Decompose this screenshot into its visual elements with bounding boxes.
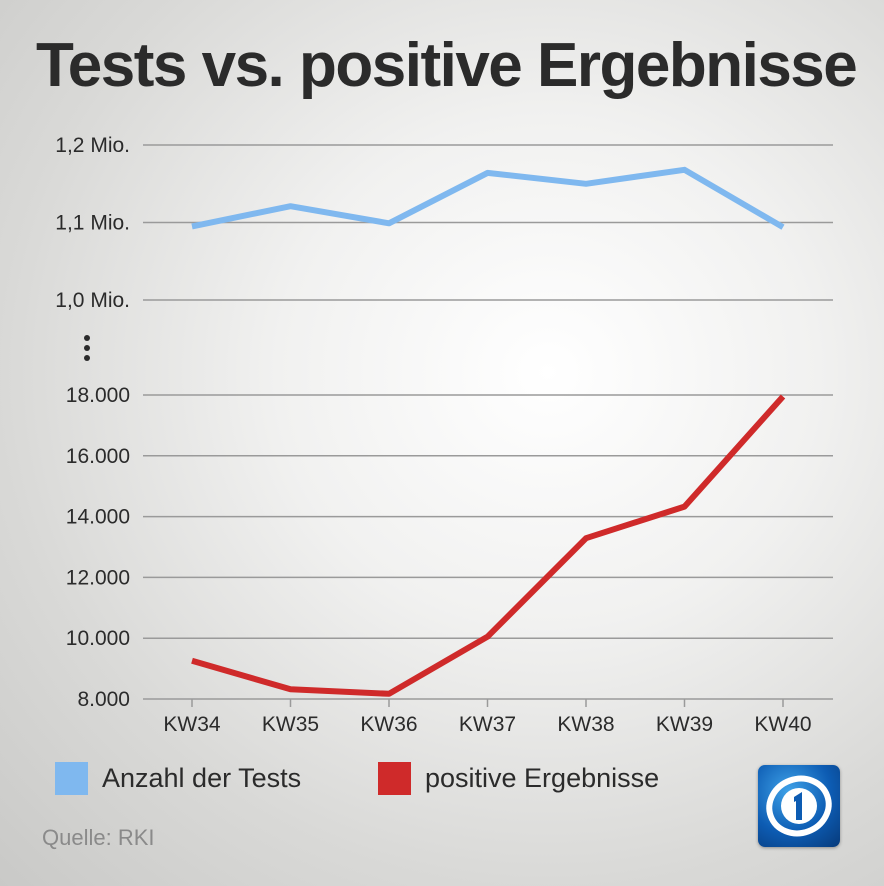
y-tick-label-upper: 1,0 Mio. bbox=[55, 289, 130, 312]
x-tick-label: KW40 bbox=[754, 713, 811, 736]
grid-lines bbox=[143, 144, 833, 707]
y-tick-label-lower: 8.000 bbox=[77, 688, 130, 711]
tagesschau-logo-icon bbox=[758, 765, 840, 847]
y-tick-label-upper: 1,2 Mio. bbox=[55, 134, 130, 157]
x-tick-label: KW34 bbox=[163, 713, 221, 736]
y-tick-label-lower: 10.000 bbox=[66, 627, 130, 650]
y-tick-label-lower: 12.000 bbox=[66, 566, 130, 589]
line-chart: 1,0 Mio. 1,1 Mio. 1,2 Mio. 8.000 10.000 12.00… bbox=[55, 134, 833, 736]
legend-label-positive: positive Ergebnisse bbox=[425, 763, 660, 793]
legend-item-tests: Anzahl der Tests bbox=[55, 762, 301, 795]
source-note: Quelle: RKI bbox=[42, 825, 155, 850]
series-lines bbox=[191, 166, 786, 697]
legend-label-tests: Anzahl der Tests bbox=[102, 763, 302, 793]
x-tick-label: KW39 bbox=[656, 713, 713, 736]
y-tick-label-upper: 1,1 Mio. bbox=[55, 212, 130, 235]
series-line-positive bbox=[191, 394, 786, 697]
series-line-tests bbox=[191, 166, 785, 230]
y-tick-label-lower: 14.000 bbox=[66, 506, 130, 529]
chart-title: Tests vs. positive Ergebnisse bbox=[36, 31, 858, 100]
x-tick-label: KW35 bbox=[262, 713, 319, 736]
tick-labels: 1,0 Mio. 1,1 Mio. 1,2 Mio. 8.000 10.000 12.00… bbox=[55, 134, 811, 736]
x-tick-label: KW38 bbox=[557, 713, 614, 736]
legend-swatch-tests bbox=[55, 762, 88, 795]
x-tick-label: KW37 bbox=[459, 713, 516, 736]
axis-break-dots-icon bbox=[84, 335, 90, 361]
legend-swatch-positive bbox=[378, 762, 411, 795]
legend-item-positive: positive Ergebnisse bbox=[378, 762, 659, 795]
x-tick-label: KW36 bbox=[360, 713, 417, 736]
y-tick-label-lower: 18.000 bbox=[66, 384, 130, 407]
y-tick-label-lower: 16.000 bbox=[66, 445, 130, 468]
